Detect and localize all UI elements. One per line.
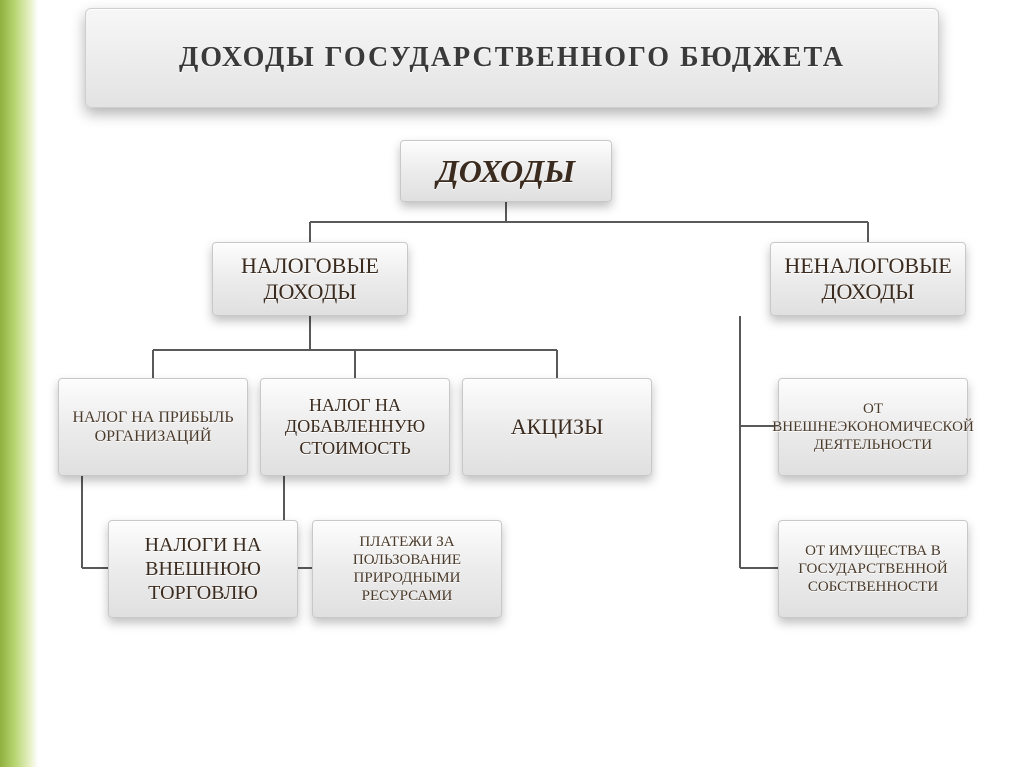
- node-nature: ПЛАТЕЖИ ЗА ПОЛЬЗОВАНИЕ ПРИРОДНЫМИ РЕСУРС…: [312, 520, 502, 618]
- page-title: ДОХОДЫ ГОСУДАРСТВЕННОГО БЮДЖЕТА: [179, 42, 845, 74]
- node-root-label: ДОХОДЫ: [437, 152, 575, 190]
- node-trade: НАЛОГИ НА ВНЕШНЮЮ ТОРГОВЛЮ: [108, 520, 298, 618]
- node-nature-label: ПЛАТЕЖИ ЗА ПОЛЬЗОВАНИЕ ПРИРОДНЫМИ РЕСУРС…: [321, 533, 493, 605]
- node-property-label: ОТ ИМУЩЕСТВА В ГОСУДАРСТВЕННОЙ СОБСТВЕНН…: [787, 542, 959, 596]
- node-excise-label: АКЦИЗЫ: [511, 414, 604, 440]
- title-panel: ДОХОДЫ ГОСУДАРСТВЕННОГО БЮДЖЕТА: [85, 8, 939, 108]
- node-root: ДОХОДЫ: [400, 140, 612, 202]
- node-foreign: ОТ ВНЕШНЕЭКОНОМИЧЕСКОЙ ДЕЯТЕЛЬНОСТИ: [778, 378, 968, 476]
- node-tax: НАЛОГОВЫЕ ДОХОДЫ: [212, 242, 408, 316]
- node-foreign-label: ОТ ВНЕШНЕЭКОНОМИЧЕСКОЙ ДЕЯТЕЛЬНОСТИ: [772, 400, 974, 454]
- node-vat-label: НАЛОГ НА ДОБАВЛЕННУЮ СТОИМОСТЬ: [269, 395, 441, 460]
- node-nontax-label: НЕНАЛОГОВЫЕ ДОХОДЫ: [779, 253, 957, 306]
- node-profit: НАЛОГ НА ПРИБЫЛЬ ОРГАНИЗАЦИЙ: [58, 378, 248, 476]
- node-excise: АКЦИЗЫ: [462, 378, 652, 476]
- side-accent: [0, 0, 38, 767]
- node-tax-label: НАЛОГОВЫЕ ДОХОДЫ: [221, 253, 399, 306]
- node-property: ОТ ИМУЩЕСТВА В ГОСУДАРСТВЕННОЙ СОБСТВЕНН…: [778, 520, 968, 618]
- node-trade-label: НАЛОГИ НА ВНЕШНЮЮ ТОРГОВЛЮ: [117, 533, 289, 605]
- node-nontax: НЕНАЛОГОВЫЕ ДОХОДЫ: [770, 242, 966, 316]
- node-profit-label: НАЛОГ НА ПРИБЫЛЬ ОРГАНИЗАЦИЙ: [67, 408, 239, 446]
- node-vat: НАЛОГ НА ДОБАВЛЕННУЮ СТОИМОСТЬ: [260, 378, 450, 476]
